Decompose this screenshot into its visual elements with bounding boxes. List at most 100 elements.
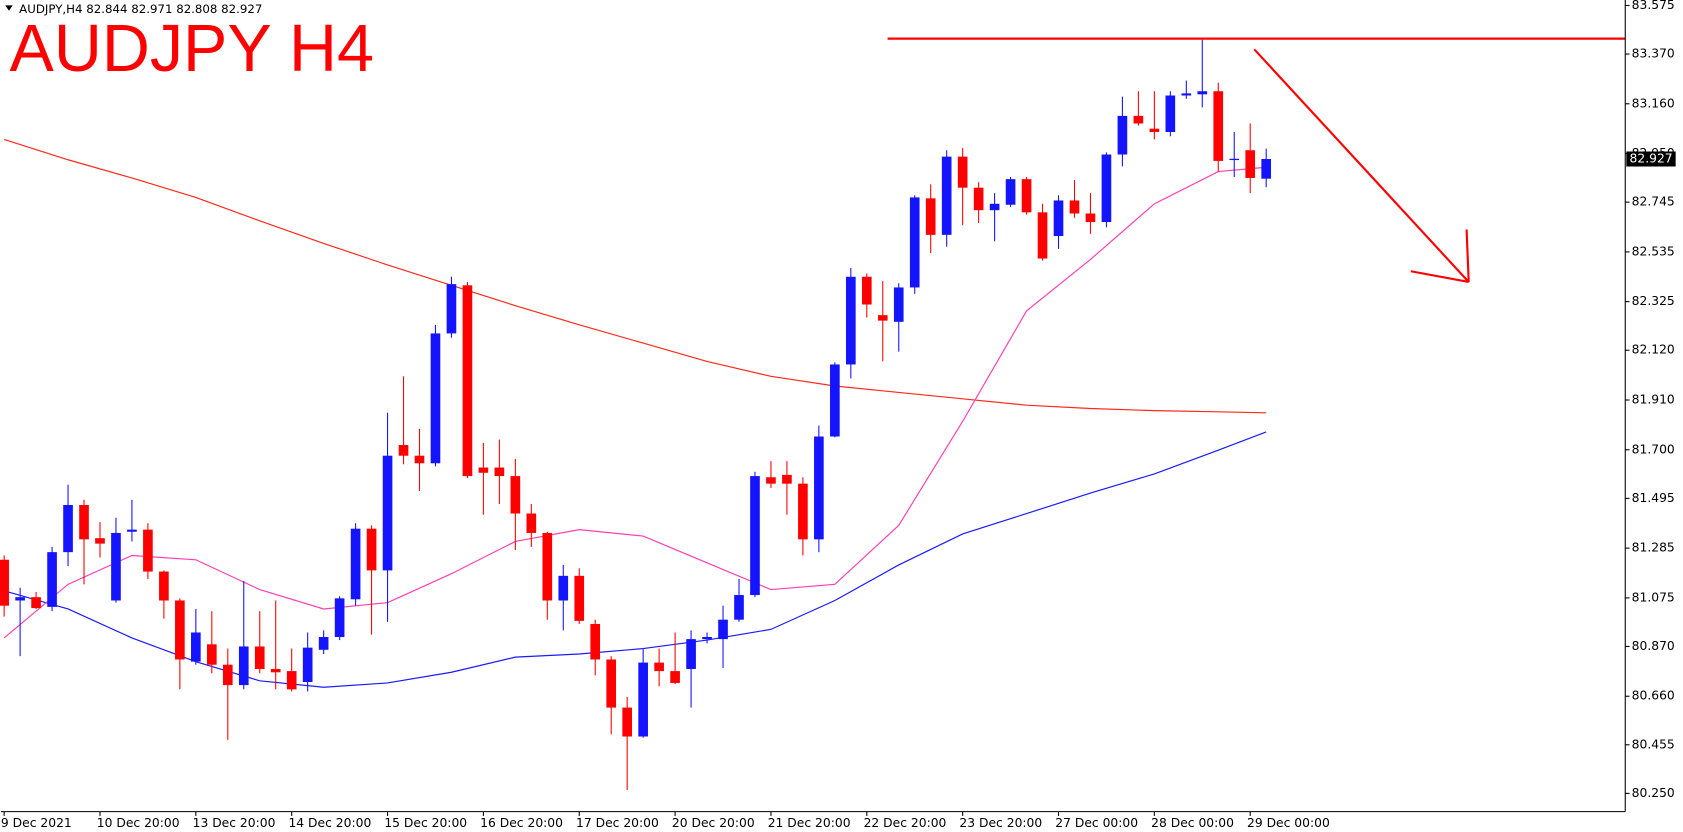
x-tick-label: 17 Dec 20:00 bbox=[576, 816, 659, 830]
candle-body bbox=[79, 504, 89, 540]
candle-body bbox=[1101, 154, 1112, 223]
y-tick-label: 83.575 bbox=[1632, 0, 1675, 12]
candle-body bbox=[63, 504, 73, 553]
candle-body bbox=[1149, 128, 1160, 132]
moving-average bbox=[3, 166, 1267, 639]
candle-body bbox=[1053, 200, 1064, 237]
candle-body bbox=[1117, 115, 1128, 155]
candle-body bbox=[270, 668, 281, 673]
candle-body bbox=[222, 664, 233, 686]
x-tick-label: 21 Dec 20:00 bbox=[768, 816, 851, 830]
y-tick-label: 83.160 bbox=[1632, 96, 1675, 110]
y-tick-label: 81.075 bbox=[1632, 590, 1675, 604]
moving-average bbox=[3, 138, 1267, 414]
candle-body bbox=[558, 575, 569, 601]
candle-body bbox=[510, 476, 521, 514]
arrow-shaft bbox=[1253, 48, 1470, 283]
x-tick-label: 22 Dec 20:00 bbox=[864, 816, 947, 830]
x-tick-label: 9 Dec 2021 bbox=[1, 816, 72, 830]
candle-body bbox=[1037, 212, 1048, 259]
y-tick-label: 82.745 bbox=[1632, 195, 1675, 209]
candle-body bbox=[334, 598, 345, 637]
candle-body bbox=[143, 529, 153, 572]
menu-triangle bbox=[5, 5, 13, 11]
y-tick-label: 80.870 bbox=[1632, 639, 1675, 653]
candle-body bbox=[127, 529, 137, 532]
candle-body bbox=[526, 513, 537, 533]
candle-body bbox=[846, 276, 856, 365]
candle-body bbox=[1133, 115, 1144, 124]
candle-body bbox=[718, 619, 728, 640]
candle-body bbox=[766, 477, 776, 484]
candle-body bbox=[1245, 150, 1256, 178]
y-tick-label: 81.910 bbox=[1632, 393, 1675, 407]
moving-average bbox=[3, 431, 1267, 688]
candle-body bbox=[909, 197, 920, 288]
candle-body bbox=[814, 436, 824, 540]
plot-area bbox=[0, 37, 1626, 791]
candle-body bbox=[398, 445, 409, 456]
candle-body bbox=[1165, 95, 1176, 132]
x-tick-label: 23 Dec 20:00 bbox=[959, 816, 1042, 830]
candle-body bbox=[494, 467, 505, 477]
y-tick-label: 81.700 bbox=[1632, 442, 1675, 456]
arrow-head bbox=[1410, 270, 1469, 284]
y-tick-label: 80.250 bbox=[1632, 786, 1675, 800]
last-price-label: 82.927 bbox=[1630, 152, 1673, 166]
candle-body bbox=[1197, 91, 1208, 95]
candle-body bbox=[366, 528, 377, 571]
candle-body bbox=[1229, 158, 1240, 161]
candle-body bbox=[191, 632, 201, 662]
candle-body bbox=[590, 623, 601, 660]
candle-body bbox=[238, 646, 249, 686]
annotation-title: AUDJPY H4 bbox=[10, 12, 374, 86]
candle-body bbox=[1181, 93, 1192, 96]
candle-body bbox=[606, 659, 617, 708]
candle-body bbox=[382, 455, 393, 571]
x-tick-label: 27 Dec 00:00 bbox=[1055, 816, 1138, 830]
candle-body bbox=[286, 671, 297, 690]
candle-body bbox=[861, 276, 872, 305]
x-tick-label: 28 Dec 00:00 bbox=[1151, 816, 1234, 830]
candle-body bbox=[1005, 179, 1016, 205]
y-tick-label: 81.285 bbox=[1632, 541, 1675, 555]
candle-body bbox=[574, 575, 585, 621]
last-price-box bbox=[1626, 151, 1676, 167]
candle-body bbox=[989, 203, 1000, 211]
y-tick-label: 80.660 bbox=[1632, 689, 1675, 703]
candle-body bbox=[302, 647, 313, 683]
arrow bbox=[1253, 48, 1470, 284]
candle-body bbox=[877, 315, 888, 321]
candle-body bbox=[782, 474, 792, 484]
candle-body bbox=[670, 671, 680, 683]
candle-body bbox=[47, 552, 57, 607]
candle-body bbox=[941, 156, 952, 235]
x-tick-label: 29 Dec 00:00 bbox=[1247, 816, 1330, 830]
candle-body bbox=[446, 284, 457, 334]
candle-body bbox=[159, 571, 169, 601]
candle-body bbox=[15, 597, 25, 601]
candle-body bbox=[686, 639, 696, 669]
candle-body bbox=[414, 455, 425, 464]
y-tick-label: 82.325 bbox=[1632, 294, 1675, 308]
y-tick-label: 81.495 bbox=[1632, 491, 1675, 505]
chart-header: AUDJPY,H4 82.844 82.971 82.808 82.927 bbox=[19, 2, 262, 16]
y-tick-label: 80.455 bbox=[1632, 737, 1675, 751]
candle-body bbox=[350, 528, 361, 600]
candle-body bbox=[430, 333, 441, 464]
candle-body bbox=[654, 662, 664, 672]
candle-body bbox=[1213, 91, 1224, 161]
candle-body bbox=[254, 646, 265, 669]
candle-body bbox=[957, 156, 968, 188]
x-tick-label: 16 Dec 20:00 bbox=[480, 816, 563, 830]
candle-body bbox=[206, 644, 217, 665]
candle-body bbox=[175, 600, 185, 660]
candle-body bbox=[973, 187, 984, 211]
y-tick-label: 82.120 bbox=[1632, 343, 1675, 357]
y-tick-label: 82.535 bbox=[1632, 244, 1675, 258]
x-tick-label: 20 Dec 20:00 bbox=[672, 816, 755, 830]
x-tick-label: 14 Dec 20:00 bbox=[288, 816, 371, 830]
candle-body bbox=[542, 532, 553, 601]
candle-body bbox=[1021, 179, 1032, 213]
